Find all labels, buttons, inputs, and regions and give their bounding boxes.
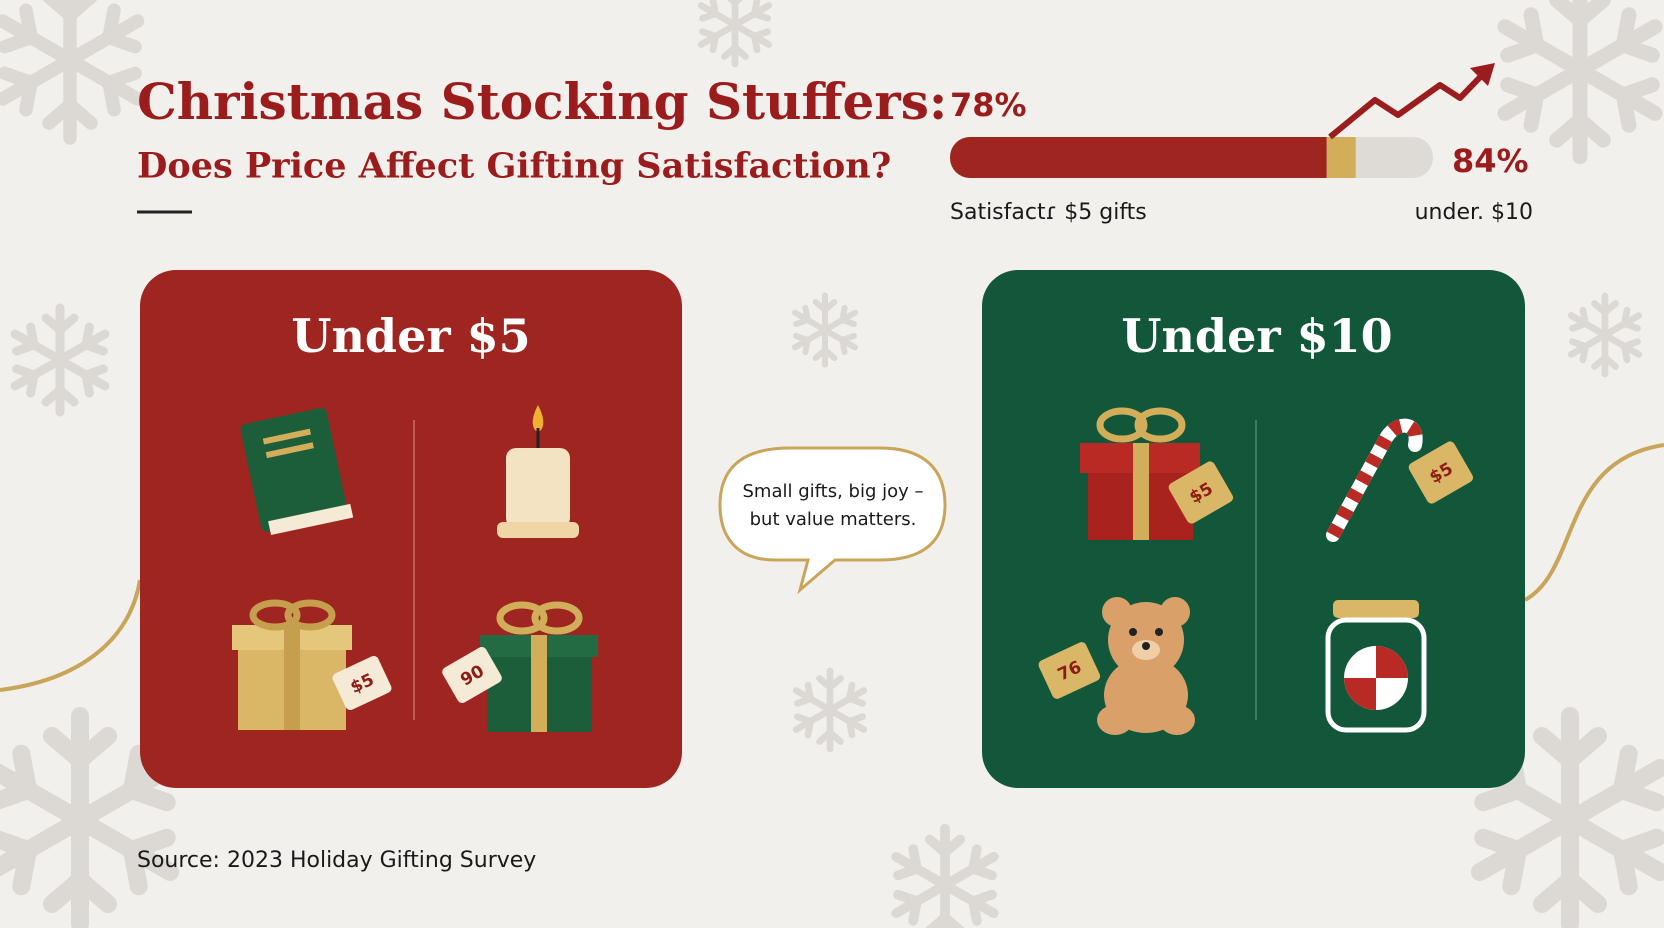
candy-jar-icon [1325, 600, 1427, 733]
trend-arrow [1328, 69, 1488, 140]
source: Source: 2023 Holiday Gifting Survey [137, 848, 536, 873]
bar-caption-right: under. $10 [1415, 200, 1533, 225]
bar-segment [1326, 137, 1356, 178]
price-tag: $5 [1168, 461, 1234, 524]
ribbon [1524, 443, 1664, 602]
bar-caption-left: Satisfactɾ $5 gifts [950, 200, 1147, 225]
bar-segment [950, 137, 1327, 178]
callout-line: but value matters. [750, 509, 917, 530]
callout-line: Small gifts, big joy – [742, 481, 923, 502]
bar-value-label: 78% [950, 86, 1027, 124]
candle-icon [497, 405, 579, 538]
gift-icon-red [1080, 407, 1200, 540]
book-icon [240, 407, 354, 535]
gift-icon-green [480, 601, 598, 732]
title: Christmas Stocking Stuffers: [137, 72, 947, 131]
price-tag: $5 [1408, 441, 1474, 504]
bar-value-label: 84% [1452, 142, 1529, 180]
panel-title: Under $5 [291, 309, 530, 363]
price-tag: $5 [332, 655, 392, 711]
subtitle: Does Price Affect Gifting Satisfaction? [137, 146, 891, 187]
price-tag: 90 [442, 647, 502, 703]
gift-icon [232, 599, 352, 730]
panel-title: Under $10 [1121, 309, 1392, 363]
bar-segments [950, 137, 1356, 178]
candy-cane-icon [1326, 418, 1423, 542]
callout: Small gifts, big joy – but value matters… [718, 446, 947, 595]
price-tag: 76 [1038, 642, 1101, 699]
teddy-bear-icon [1097, 597, 1195, 735]
trend-arrowhead [1470, 63, 1495, 86]
ribbon [0, 579, 142, 692]
satisfaction-bar [950, 137, 1433, 178]
